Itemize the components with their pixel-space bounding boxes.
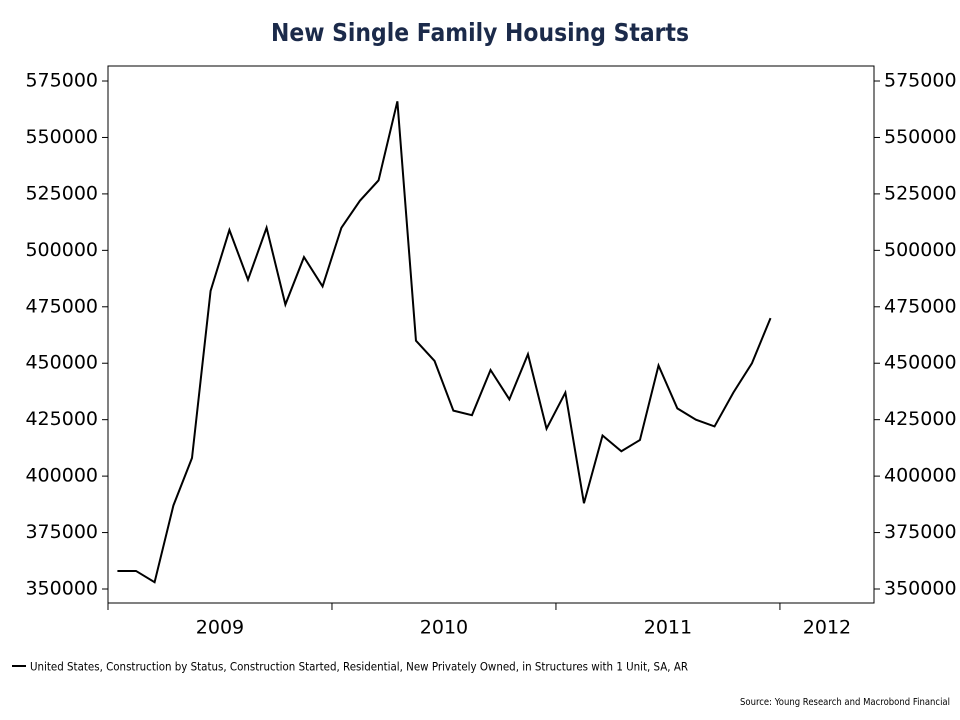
y2-tick-label: 500000 (884, 239, 957, 261)
chart-title: New Single Family Housing Starts (271, 18, 689, 47)
y-tick-label: 575000 (25, 70, 98, 92)
y-tick-label: 350000 (25, 578, 98, 600)
y2-tick-label: 450000 (884, 352, 957, 374)
y2-tick-label: 475000 (884, 295, 957, 317)
plot-frame (107, 65, 875, 604)
y2-tick-label: 550000 (884, 126, 957, 148)
y2-tick-label: 400000 (884, 465, 957, 487)
y-tick-label: 450000 (25, 352, 98, 374)
y2-tick-label: 375000 (884, 521, 957, 543)
y2-tick-label: 575000 (884, 70, 957, 92)
y-tick-label: 525000 (25, 182, 98, 204)
y2-tick-label: 425000 (884, 408, 957, 430)
y-tick-label: 500000 (25, 239, 98, 261)
x-tick-label: 2012 (803, 617, 851, 639)
x-tick-label: 2010 (420, 617, 468, 639)
data-line (117, 101, 772, 584)
y-tick-label: 475000 (25, 295, 98, 317)
source-note: Source: Young Research and Macrobond Fin… (740, 697, 950, 708)
y-tick-label: 550000 (25, 126, 98, 148)
legend-label: United States, Construction by Status, C… (30, 660, 688, 674)
y-tick-label: 425000 (25, 408, 98, 430)
y-tick-label: 375000 (25, 521, 98, 543)
y2-tick-label: 350000 (884, 578, 957, 600)
y-tick-label: 400000 (25, 465, 98, 487)
x-tick-label: 2009 (196, 617, 244, 639)
y2-tick-label: 525000 (884, 182, 957, 204)
x-tick-label: 2011 (644, 617, 692, 639)
